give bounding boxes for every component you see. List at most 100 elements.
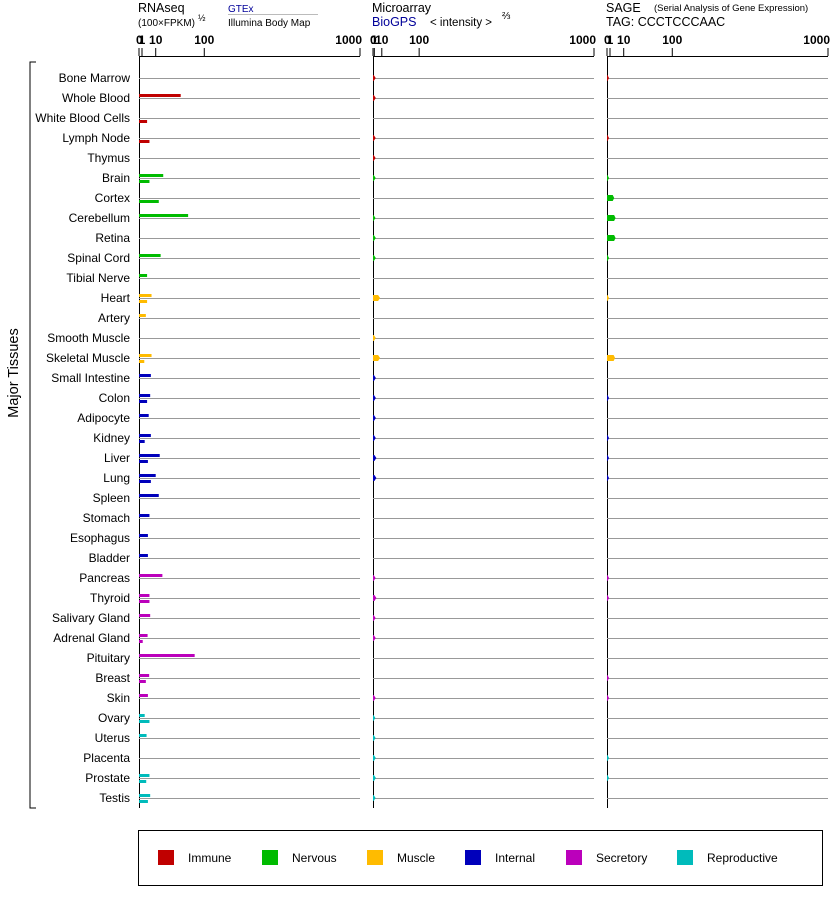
sage-bar	[607, 455, 609, 461]
tissue-label: Thyroid	[90, 591, 130, 605]
panel-0-tick-label: 0	[136, 33, 143, 47]
microarray-bar	[373, 595, 377, 601]
tissue-row: Esophagus	[70, 531, 828, 545]
tissue-row: Heart	[101, 291, 828, 305]
tissue-row: Skin	[107, 691, 828, 705]
gtex-bar	[139, 454, 160, 457]
tissue-row: Thymus	[87, 151, 828, 165]
gtex-bar	[139, 794, 151, 797]
ibm-bar	[139, 140, 150, 143]
gtex-bar	[139, 214, 189, 217]
ibm-bar	[139, 800, 148, 803]
sage-bar	[607, 435, 609, 441]
legend-label: Internal	[495, 851, 535, 865]
sage-bar	[607, 175, 609, 181]
tissue-label: Spleen	[93, 491, 130, 505]
gtex-label: GTEx	[228, 4, 254, 15]
tissue-label: Thymus	[87, 151, 130, 165]
tissue-label: Liver	[104, 451, 130, 465]
tissue-label: Stomach	[83, 511, 130, 525]
microarray-bar	[373, 455, 377, 461]
legend-swatch	[262, 850, 278, 865]
sage-bar	[607, 475, 609, 481]
panel-2-tick-label: 1000	[803, 33, 830, 47]
tissue-label: Colon	[99, 391, 130, 405]
tissue-label: Testis	[99, 791, 130, 805]
gtex-bar	[139, 314, 146, 317]
microarray-bar	[373, 215, 376, 221]
panel-0-tick-label: 1000	[335, 33, 362, 47]
sage-bar	[607, 395, 609, 401]
tissue-row: Bladder	[89, 551, 828, 565]
tissue-label: Adipocyte	[77, 411, 130, 425]
gtex-bar	[139, 514, 150, 517]
sage-title: SAGE	[606, 1, 641, 15]
legend-swatch	[566, 850, 582, 865]
microarray-bar	[373, 295, 381, 301]
tissue-row: Smooth Muscle	[47, 331, 828, 345]
sage-bar	[607, 575, 609, 581]
sage-bar	[607, 695, 609, 701]
tissue-label: Cerebellum	[69, 211, 130, 225]
tissue-label: Adrenal Gland	[53, 631, 130, 645]
sage-bar	[607, 215, 616, 221]
panel-1-tick-label: 100	[409, 33, 429, 47]
legend-swatch	[367, 850, 383, 865]
tissue-label: Pituitary	[87, 651, 130, 665]
y-axis-title: Major Tissues	[6, 328, 22, 417]
tissue-label: Cortex	[95, 191, 130, 205]
tissue-row: Small Intestine	[51, 371, 828, 385]
gtex-bar	[139, 494, 159, 497]
tissue-label: White Blood Cells	[35, 111, 130, 125]
microarray-bar	[373, 255, 376, 261]
microarray-bar	[373, 475, 377, 481]
tissue-row: Lung	[103, 471, 828, 485]
tissue-label: Spinal Cord	[67, 251, 130, 265]
ibm-bar	[139, 300, 148, 303]
tissue-label: Tibial Nerve	[66, 271, 130, 285]
tissue-label: Ovary	[98, 711, 130, 725]
legend-label: Secretory	[596, 851, 647, 865]
panel-1-tick-label: 1000	[569, 33, 596, 47]
gtex-bar	[139, 394, 151, 397]
tissue-label: Artery	[98, 311, 130, 325]
tissue-row: Uterus	[95, 731, 828, 745]
tissue-row: Cerebellum	[69, 211, 828, 225]
microarray-bar	[373, 335, 376, 341]
panel-0-tick-label: 1	[139, 33, 146, 47]
ibm-bar	[139, 200, 159, 203]
microarray-bar	[373, 355, 381, 361]
sage-bar	[607, 775, 609, 781]
tissue-label: Bone Marrow	[59, 71, 131, 85]
microarray-bar	[373, 715, 376, 721]
legend-item: Secretory	[566, 850, 647, 865]
microarray-bar	[373, 735, 376, 741]
gtex-bar	[139, 94, 181, 97]
tissue-row: Kidney	[93, 431, 828, 445]
ibm-bar	[139, 720, 150, 723]
panel-2-tick-label: 100	[662, 33, 682, 47]
tissue-row: Bone Marrow	[59, 71, 828, 85]
sage-subtitle: (Serial Analysis of Gene Expression)	[654, 3, 808, 14]
tissue-row: Cortex	[95, 191, 828, 205]
tissue-row: Adipocyte	[77, 411, 828, 425]
legend-item: Muscle	[367, 850, 435, 865]
gtex-bar	[139, 434, 151, 437]
microarray-bar	[373, 695, 376, 701]
legend-item: Nervous	[262, 850, 337, 865]
gtex-bar	[139, 694, 148, 697]
microarray-bar	[373, 155, 376, 161]
tissue-row: Adrenal Gland	[53, 631, 828, 645]
ibm-bar	[139, 680, 146, 683]
gtex-bar	[139, 714, 145, 717]
panel-1-tick-label: 1	[371, 33, 378, 47]
legend-box	[138, 830, 823, 886]
legend-item: Reproductive	[677, 850, 778, 865]
panel-2-tick-label: 10	[617, 33, 631, 47]
microarray-bar	[373, 395, 376, 401]
tissue-label: Lung	[103, 471, 130, 485]
gtex-bar	[139, 294, 152, 297]
tissue-label: Bladder	[89, 551, 130, 565]
ibm-bar	[139, 440, 145, 443]
sage-bar	[607, 75, 609, 81]
